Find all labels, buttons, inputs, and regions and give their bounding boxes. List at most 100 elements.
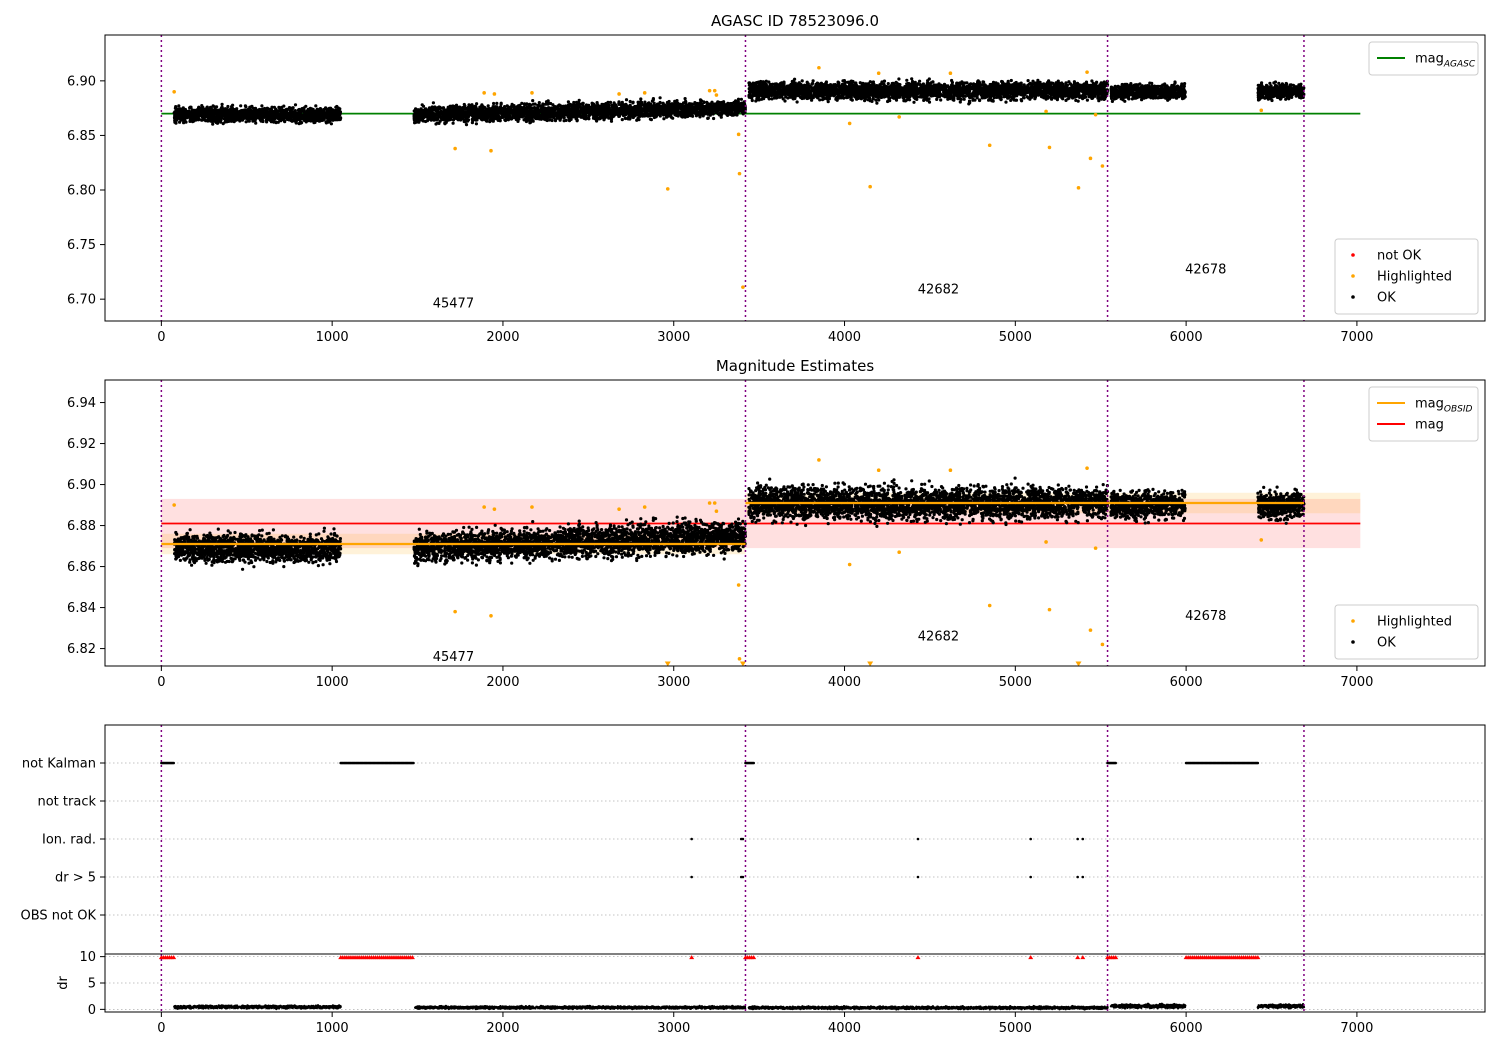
ok-point — [694, 105, 698, 109]
ok-point — [453, 105, 457, 109]
ok-point — [725, 108, 730, 112]
ok-point — [260, 107, 265, 111]
ok-point — [412, 115, 416, 119]
ok-point — [715, 105, 720, 109]
ok-point — [617, 108, 621, 112]
ok-point — [312, 121, 316, 125]
ok-point — [628, 108, 632, 112]
ok-point — [192, 108, 196, 112]
ok-point — [604, 102, 608, 106]
ok-point — [548, 113, 552, 117]
ok-point — [495, 101, 499, 105]
ok-point — [277, 109, 281, 113]
ok-point — [231, 117, 235, 121]
ok-point — [666, 114, 671, 118]
ok-point — [483, 106, 487, 110]
ok-point — [662, 113, 666, 117]
ok-point — [520, 101, 524, 105]
ok-point — [620, 100, 624, 104]
ok-point — [537, 101, 541, 105]
ok-point — [620, 118, 624, 122]
ok-point — [552, 116, 556, 120]
ok-point — [264, 113, 268, 117]
ok-point — [200, 104, 204, 108]
ok-point — [505, 113, 509, 117]
ok-point — [673, 99, 677, 103]
ok-point — [239, 104, 243, 108]
ok-point — [293, 103, 298, 107]
ok-point — [659, 107, 663, 111]
ok-point — [722, 106, 727, 110]
ok-point — [593, 116, 597, 120]
ok-point — [605, 110, 609, 114]
ok-point — [572, 107, 576, 111]
ok-point — [666, 109, 671, 113]
ok-point — [637, 118, 641, 122]
ok-point — [217, 113, 221, 117]
ok-point — [637, 108, 641, 112]
ok-point — [682, 110, 686, 114]
ok-point — [466, 113, 471, 117]
ok-point — [475, 102, 479, 106]
ok-point — [712, 116, 716, 121]
ok-point — [480, 103, 484, 107]
ok-point — [212, 109, 216, 113]
ok-point — [658, 96, 662, 100]
ok-point — [288, 111, 292, 115]
ok-point — [581, 101, 585, 105]
ok-point — [490, 107, 494, 111]
ok-point — [717, 100, 721, 104]
ok-point — [557, 103, 561, 107]
ok-point — [274, 107, 278, 111]
ok-point — [643, 114, 647, 118]
ok-point — [226, 104, 230, 109]
ok-point — [583, 108, 587, 112]
ok-point — [719, 115, 723, 119]
ok-point — [559, 114, 563, 118]
ok-point — [562, 119, 566, 123]
ok-point — [595, 119, 599, 123]
ok-point — [566, 112, 570, 116]
ok-point — [449, 114, 453, 118]
ok-point — [501, 106, 505, 111]
ok-point — [257, 107, 262, 112]
ok-point — [568, 108, 572, 112]
ok-point — [431, 117, 435, 121]
ok-point — [551, 103, 555, 107]
ok-point — [254, 121, 258, 125]
ok-point — [308, 110, 312, 114]
ok-point — [571, 111, 575, 115]
ok-point — [269, 107, 273, 111]
ok-point — [520, 115, 524, 119]
ok-point — [295, 112, 299, 116]
ok-point — [303, 111, 307, 115]
ok-point — [729, 109, 734, 113]
ok-point — [444, 114, 448, 118]
ok-point — [188, 119, 192, 123]
ok-point — [259, 113, 263, 117]
ok-point — [182, 121, 186, 125]
ok-point — [637, 103, 642, 107]
ok-point — [714, 108, 718, 112]
ok-point — [592, 108, 596, 112]
ok-point — [533, 107, 537, 111]
ok-point — [273, 120, 278, 124]
ok-point — [486, 111, 491, 115]
ok-point — [285, 117, 289, 121]
ok-point — [584, 103, 589, 107]
ok-point — [437, 105, 441, 109]
ok-point — [431, 101, 435, 105]
ok-point — [674, 109, 678, 113]
ok-point — [248, 106, 252, 111]
ok-point — [336, 107, 340, 111]
ok-point — [599, 116, 603, 120]
ok-point — [177, 104, 181, 108]
ok-point — [451, 121, 455, 125]
ok-point — [683, 97, 687, 101]
ok-point — [175, 113, 179, 117]
ok-point — [795, 100, 799, 104]
ok-point — [502, 115, 506, 119]
ok-point — [670, 103, 674, 107]
ok-point — [569, 117, 573, 121]
